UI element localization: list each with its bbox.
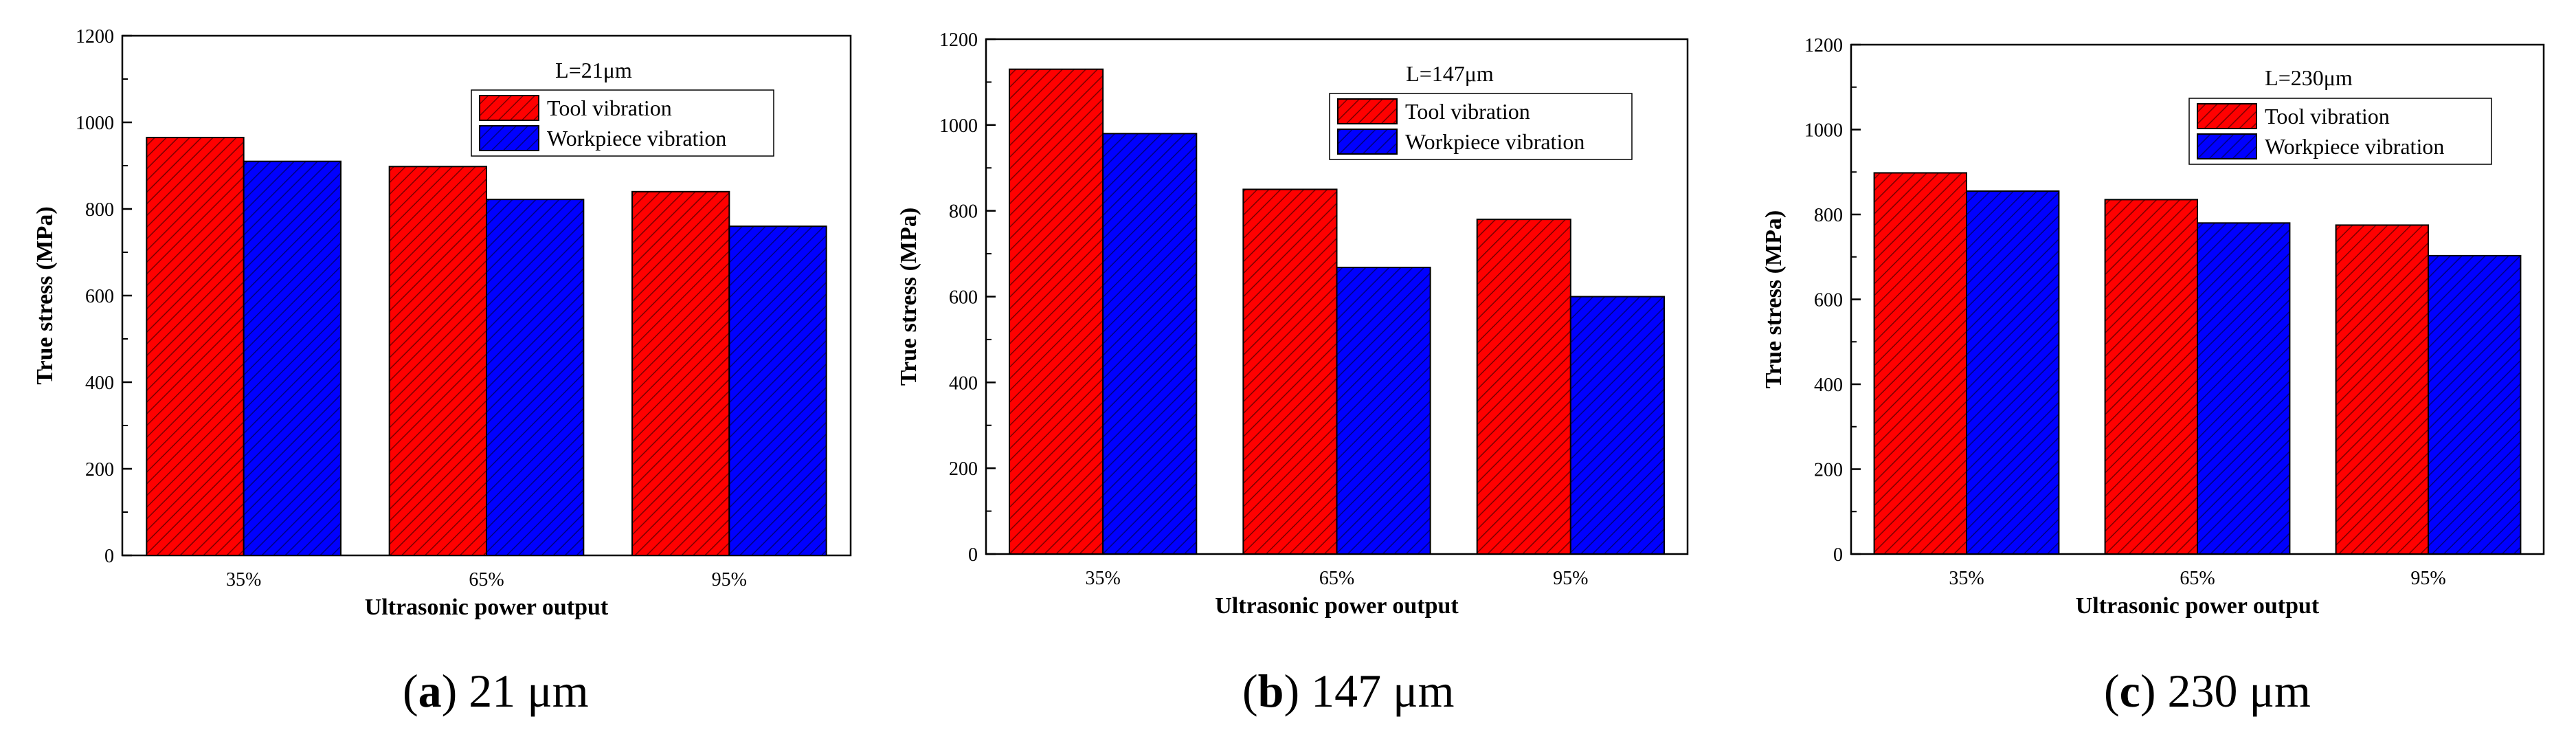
legend-label: Workpiece vibration [1405, 129, 1584, 154]
length-annotation: L=147μm [1406, 61, 1494, 86]
bar-tool-65pct [2104, 199, 2199, 555]
bar-workpiece-95pct [728, 225, 827, 556]
bar-workpiece-95pct [1569, 296, 1665, 555]
bar-tool-35pct [146, 137, 245, 557]
x-tick-label: 35% [226, 569, 261, 590]
length-annotation: L=21μm [555, 58, 632, 82]
x-tick-label: 35% [1086, 568, 1121, 589]
y-tick-label: 400 [949, 373, 978, 394]
y-tick-label: 0 [968, 544, 978, 566]
y-tick-label: 200 [1814, 460, 1843, 481]
bar-workpiece-65pct [2197, 222, 2291, 555]
bar-workpiece-65pct [1336, 267, 1431, 555]
panel-caption: (b) 147 μm [1242, 665, 1454, 717]
legend-swatch-workpiece [2197, 133, 2257, 159]
y-axis-title: True stress (MPa) [1761, 210, 1787, 388]
x-tick-label: 95% [712, 569, 747, 590]
x-tick-label: 65% [2180, 568, 2215, 589]
x-tick-label: 65% [1319, 568, 1354, 589]
legend-swatch-tool [1337, 98, 1398, 124]
x-tick-label: 95% [1553, 568, 1588, 589]
bar-workpiece-35pct [1966, 190, 2060, 555]
chart-panel-b: 0 200 400 600 800 1000 1200 35% 65% 95% Ultrasonic… [896, 30, 1689, 717]
chart-panel-a: 0 200 400 600 800 1000 1200 35% 65% 95% Ultrasonic… [32, 26, 852, 717]
x-axis-title: Ultrasonic power output [2076, 593, 2320, 619]
bar-tool-95pct [2335, 224, 2430, 555]
legend: Tool vibration Workpiece vibration [1329, 93, 1633, 160]
y-tick-label: 1200 [939, 30, 978, 51]
legend-label: Tool vibration [1405, 99, 1530, 124]
legend-label: Workpiece vibration [547, 126, 726, 151]
legend-label: Tool vibration [547, 96, 672, 120]
y-tick-label: 1200 [76, 26, 114, 47]
x-axis-title: Ultrasonic power output [1215, 593, 1459, 619]
y-tick-label: 600 [1814, 290, 1843, 311]
bar-tool-65pct [388, 166, 488, 556]
bar-tool-35pct [1873, 172, 1968, 555]
panel-caption: (a) 21 μm [403, 665, 589, 717]
y-tick-label: 200 [949, 458, 978, 480]
y-axis-title: True stress (MPa) [32, 206, 58, 384]
legend-swatch-workpiece [479, 125, 539, 151]
y-tick-label: 800 [949, 201, 978, 223]
bar-tool-35pct [1009, 68, 1104, 555]
chart-panel-c: 0 200 400 600 800 1000 1200 35% 65% 95% Ultrasonic… [1761, 35, 2545, 717]
y-tick-label: 1200 [1804, 35, 1843, 56]
legend: Tool vibration Workpiece vibration [471, 89, 774, 157]
bar-tool-95pct [1476, 219, 1571, 555]
y-tick-label: 1000 [1804, 120, 1843, 142]
x-tick-label: 65% [469, 569, 504, 590]
y-tick-label: 600 [949, 287, 978, 309]
y-tick-label: 200 [85, 459, 114, 480]
y-tick-label: 1000 [939, 115, 978, 137]
x-tick-label: 35% [1949, 568, 1984, 589]
y-tick-label: 0 [1833, 544, 1843, 566]
y-tick-label: 1000 [76, 113, 114, 134]
y-tick-label: 800 [85, 199, 114, 221]
legend: Tool vibration Workpiece vibration [2188, 98, 2492, 165]
y-tick-label: 800 [1814, 205, 1843, 226]
y-tick-label: 400 [85, 373, 114, 394]
bar-workpiece-65pct [486, 199, 585, 556]
bar-workpiece-95pct [2428, 254, 2522, 555]
bar-tool-95pct [631, 190, 730, 556]
bar-workpiece-35pct [1102, 133, 1198, 555]
x-axis-title: Ultrasonic power output [365, 595, 609, 620]
y-tick-label: 0 [104, 546, 114, 567]
bar-workpiece-35pct [243, 160, 341, 556]
length-annotation: L=230μm [2265, 65, 2353, 90]
y-tick-label: 400 [1814, 375, 1843, 396]
y-tick-label: 600 [85, 286, 114, 307]
legend-label: Workpiece vibration [2265, 134, 2444, 159]
x-tick-label: 95% [2410, 568, 2445, 589]
y-axis-title: True stress (MPa) [896, 208, 921, 386]
legend-swatch-tool [2197, 103, 2257, 129]
legend-swatch-tool [479, 95, 539, 121]
legend-swatch-workpiece [1337, 129, 1398, 155]
panel-caption: (c) 230 μm [2104, 665, 2311, 717]
legend-label: Tool vibration [2265, 104, 2390, 129]
bar-tool-65pct [1242, 188, 1338, 555]
